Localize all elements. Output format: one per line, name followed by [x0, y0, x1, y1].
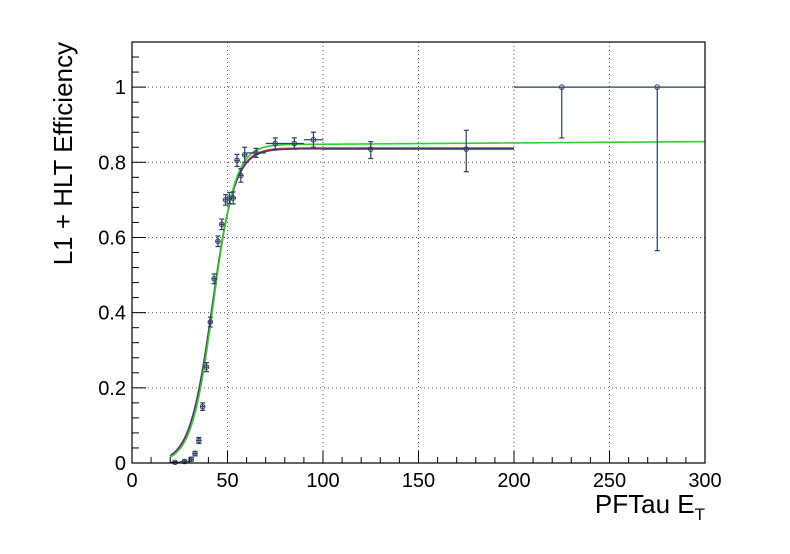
data-point-9	[215, 235, 221, 248]
y-tick-label-5: 1	[115, 77, 126, 99]
marker-22	[463, 146, 470, 152]
marker-19	[291, 140, 298, 147]
marker-5	[199, 403, 206, 410]
data-point-15	[238, 168, 244, 183]
x-tick-label-1: 50	[216, 470, 238, 492]
data-point-21	[323, 141, 419, 160]
data-point-16	[241, 146, 248, 163]
data-point-23	[514, 84, 610, 139]
x-tick-label-5: 250	[593, 470, 626, 492]
data-point-14	[234, 153, 240, 168]
marker-0	[172, 459, 178, 466]
marker-9	[215, 238, 221, 245]
x-tick-label-3: 150	[402, 470, 435, 492]
y-tick-label-0: 0	[115, 453, 126, 475]
data-point-8	[211, 273, 217, 285]
data-point-17	[246, 147, 266, 158]
marker-1	[181, 458, 188, 465]
marker-23	[558, 84, 565, 90]
marker-21	[367, 146, 374, 152]
marker-8	[211, 276, 217, 282]
marker-6	[203, 364, 210, 370]
x-axis-title-subscript: T	[695, 505, 705, 524]
data-point-5	[199, 402, 206, 411]
data-point-18	[265, 137, 285, 150]
data-point-19	[284, 137, 304, 150]
marker-15	[238, 172, 244, 179]
marker-13	[230, 195, 237, 201]
data-point-22	[418, 129, 514, 173]
marker-10	[218, 221, 225, 228]
y-tick-label-3: 0.6	[98, 227, 126, 249]
y-tick-label-2: 0.4	[98, 303, 126, 325]
data-point-10	[218, 218, 225, 231]
data-point-7	[207, 316, 214, 328]
marker-7	[207, 319, 214, 325]
x-axis-title-main: PFTau E	[595, 489, 695, 519]
y-tick-label-4: 0.8	[98, 152, 126, 174]
x-tick-label-2: 100	[306, 470, 339, 492]
tick-labels: 0 50 100 150 200 250 300 0 0.2 0.4 0.6 0.8 1	[98, 77, 722, 492]
marker-16	[241, 151, 248, 158]
data-points	[170, 84, 705, 466]
marker-14	[234, 157, 240, 164]
data-point-3	[192, 450, 198, 457]
data-point-20	[303, 131, 323, 148]
marker-3	[192, 450, 198, 457]
y-tick-label-1: 0.2	[98, 378, 126, 400]
x-tick-label-0: 0	[126, 470, 137, 492]
marker-24	[654, 84, 661, 90]
x-tick-label-6: 300	[688, 470, 721, 492]
y-axis-title: L1 + HLT Efficiency	[48, 42, 78, 265]
data-point-4	[196, 436, 202, 445]
data-point-24	[609, 84, 705, 252]
marker-4	[196, 437, 202, 444]
data-point-6	[203, 362, 210, 373]
x-tick-label-4: 200	[497, 470, 530, 492]
axes	[131, 41, 706, 464]
fit-curve-fit_green	[169, 140, 706, 458]
data-point-13	[230, 191, 237, 205]
x-axis-title: PFTau ET	[595, 489, 705, 524]
marker-20	[310, 136, 317, 143]
marker-17	[253, 150, 259, 156]
marker-18	[272, 140, 279, 147]
